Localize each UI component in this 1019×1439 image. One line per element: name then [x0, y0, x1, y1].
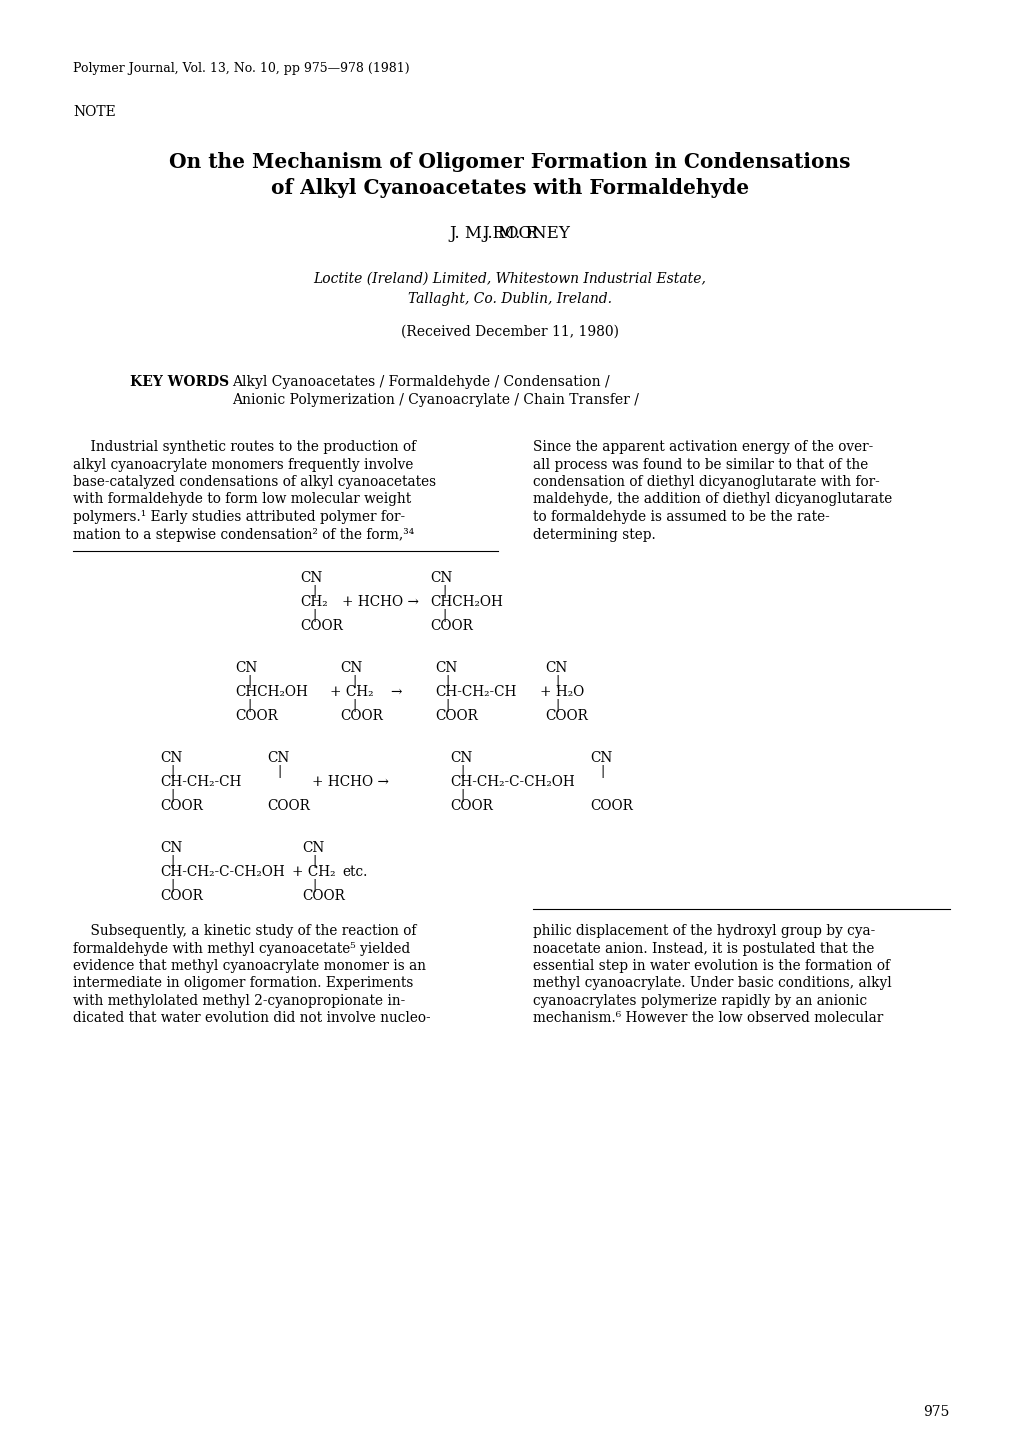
- Text: COOR: COOR: [434, 709, 478, 722]
- Text: CH-CH₂-C-CH₂OH: CH-CH₂-C-CH₂OH: [449, 776, 574, 789]
- Text: methyl cyanoacrylate. Under basic conditions, alkyl: methyl cyanoacrylate. Under basic condit…: [533, 977, 891, 990]
- Text: of Alkyl Cyanoacetates with Formaldehyde: of Alkyl Cyanoacetates with Formaldehyde: [271, 178, 748, 199]
- Text: CH₂: CH₂: [300, 594, 327, 609]
- Text: COOR: COOR: [430, 619, 473, 633]
- Text: Subsequently, a kinetic study of the reaction of: Subsequently, a kinetic study of the rea…: [73, 924, 416, 938]
- Text: Anionic Polymerization / Cyanoacrylate / Chain Transfer /: Anionic Polymerization / Cyanoacrylate /…: [231, 393, 638, 407]
- Text: COOR: COOR: [449, 799, 492, 813]
- Text: COOR: COOR: [234, 709, 277, 722]
- Text: etc.: etc.: [341, 865, 367, 879]
- Text: COOR: COOR: [160, 799, 203, 813]
- Text: philic displacement of the hydroxyl group by cya-: philic displacement of the hydroxyl grou…: [533, 924, 874, 938]
- Text: with formaldehyde to form low molecular weight: with formaldehyde to form low molecular …: [73, 492, 411, 507]
- Text: |: |: [460, 789, 464, 802]
- Text: |: |: [247, 699, 251, 712]
- Text: (Received December 11, 1980): (Received December 11, 1980): [400, 325, 619, 340]
- Text: COOR: COOR: [302, 889, 344, 904]
- Text: + HCHO →: + HCHO →: [312, 776, 388, 789]
- Text: KEY WORDS: KEY WORDS: [129, 376, 229, 389]
- Text: |: |: [554, 699, 558, 712]
- Text: intermediate in oligomer formation. Experiments: intermediate in oligomer formation. Expe…: [73, 977, 413, 990]
- Text: condensation of diethyl dicyanoglutarate with for-: condensation of diethyl dicyanoglutarate…: [533, 475, 878, 489]
- Text: CN: CN: [160, 840, 182, 855]
- Text: all process was found to be similar to that of the: all process was found to be similar to t…: [533, 458, 867, 472]
- Text: determining step.: determining step.: [533, 528, 655, 541]
- Text: 975: 975: [923, 1404, 949, 1419]
- Text: CH-CH₂-CH: CH-CH₂-CH: [160, 776, 242, 789]
- Text: to formaldehyde is assumed to be the rate-: to formaldehyde is assumed to be the rat…: [533, 509, 828, 524]
- Text: Loctite (Ireland) Limited, Whitestown Industrial Estate,: Loctite (Ireland) Limited, Whitestown In…: [313, 272, 706, 286]
- Text: CN: CN: [300, 571, 322, 586]
- Text: |: |: [441, 609, 446, 622]
- Text: with methylolated methyl 2-cyanopropionate in-: with methylolated methyl 2-cyanopropiona…: [73, 994, 405, 1007]
- Text: COOR: COOR: [300, 619, 342, 633]
- Text: cyanoacrylates polymerize rapidly by an anionic: cyanoacrylates polymerize rapidly by an …: [533, 994, 866, 1007]
- Text: CN: CN: [430, 571, 451, 586]
- Text: |: |: [312, 879, 316, 892]
- Text: base-catalyzed condensations of alkyl cyanoacetates: base-catalyzed condensations of alkyl cy…: [73, 475, 436, 489]
- Text: |: |: [444, 699, 448, 712]
- Text: noacetate anion. Instead, it is postulated that the: noacetate anion. Instead, it is postulat…: [533, 941, 873, 955]
- Text: |: |: [312, 586, 316, 599]
- Text: formaldehyde with methyl cyanoacetate⁵ yielded: formaldehyde with methyl cyanoacetate⁵ y…: [73, 941, 410, 955]
- Text: |: |: [352, 675, 356, 688]
- Text: |: |: [599, 766, 603, 778]
- Text: Since the apparent activation energy of the over-: Since the apparent activation energy of …: [533, 440, 872, 453]
- Text: →: →: [389, 685, 401, 699]
- Text: evidence that methyl cyanoacrylate monomer is an: evidence that methyl cyanoacrylate monom…: [73, 958, 426, 973]
- Text: CN: CN: [234, 661, 257, 675]
- Text: Polymer Journal, Vol. 13, No. 10, pp 975—978 (1981): Polymer Journal, Vol. 13, No. 10, pp 975…: [73, 62, 410, 75]
- Text: COOR: COOR: [160, 889, 203, 904]
- Text: + HCHO →: + HCHO →: [341, 594, 419, 609]
- Text: Industrial synthetic routes to the production of: Industrial synthetic routes to the produ…: [73, 440, 416, 453]
- Text: + CH₂: + CH₂: [330, 685, 373, 699]
- Text: |: |: [170, 879, 174, 892]
- Text: |: |: [312, 609, 316, 622]
- Text: maldehyde, the addition of diethyl dicyanoglutarate: maldehyde, the addition of diethyl dicya…: [533, 492, 892, 507]
- Text: NOTE: NOTE: [73, 105, 115, 119]
- Text: CH-CH₂-CH: CH-CH₂-CH: [434, 685, 516, 699]
- Text: |: |: [352, 699, 356, 712]
- Text: On the Mechanism of Oligomer Formation in Condensations: On the Mechanism of Oligomer Formation i…: [169, 153, 850, 173]
- Text: |: |: [554, 675, 558, 688]
- Text: dicated that water evolution did not involve nucleo-: dicated that water evolution did not inv…: [73, 1012, 430, 1026]
- Text: CH-CH₂-C-CH₂OH: CH-CH₂-C-CH₂OH: [160, 865, 284, 879]
- Text: |: |: [312, 855, 316, 868]
- Text: CN: CN: [544, 661, 567, 675]
- Text: |: |: [170, 766, 174, 778]
- Text: COOR: COOR: [589, 799, 632, 813]
- Text: |: |: [247, 675, 251, 688]
- Text: mechanism.⁶ However the low observed molecular: mechanism.⁶ However the low observed mol…: [533, 1012, 882, 1026]
- Text: COOR: COOR: [544, 709, 587, 722]
- Text: |: |: [444, 675, 448, 688]
- Text: CN: CN: [339, 661, 362, 675]
- Text: |: |: [460, 766, 464, 778]
- Text: |: |: [170, 855, 174, 868]
- Text: Alkyl Cyanoacetates / Formaldehyde / Condensation /: Alkyl Cyanoacetates / Formaldehyde / Con…: [231, 376, 609, 389]
- Text: + H₂O: + H₂O: [539, 685, 584, 699]
- Text: J. M. ROONEY: J. M. ROONEY: [449, 224, 570, 242]
- Text: |: |: [170, 789, 174, 802]
- Text: COOR: COOR: [339, 709, 382, 722]
- Text: J. M. R: J. M. R: [482, 224, 537, 242]
- Text: CN: CN: [434, 661, 457, 675]
- Text: polymers.¹ Early studies attributed polymer for-: polymers.¹ Early studies attributed poly…: [73, 509, 405, 524]
- Text: CN: CN: [449, 751, 472, 766]
- Text: CHCH₂OH: CHCH₂OH: [430, 594, 502, 609]
- Text: CHCH₂OH: CHCH₂OH: [234, 685, 308, 699]
- Text: + CH₂: + CH₂: [291, 865, 335, 879]
- Text: essential step in water evolution is the formation of: essential step in water evolution is the…: [533, 958, 890, 973]
- Text: |: |: [277, 766, 281, 778]
- Text: |: |: [441, 586, 446, 599]
- Text: CN: CN: [267, 751, 289, 766]
- Text: CN: CN: [302, 840, 324, 855]
- Text: alkyl cyanoacrylate monomers frequently involve: alkyl cyanoacrylate monomers frequently …: [73, 458, 413, 472]
- Text: COOR: COOR: [267, 799, 310, 813]
- Text: Tallaght, Co. Dublin, Ireland.: Tallaght, Co. Dublin, Ireland.: [408, 292, 611, 307]
- Text: CN: CN: [589, 751, 611, 766]
- Text: CN: CN: [160, 751, 182, 766]
- Text: mation to a stepwise condensation² of the form,³⁴: mation to a stepwise condensation² of th…: [73, 528, 414, 541]
